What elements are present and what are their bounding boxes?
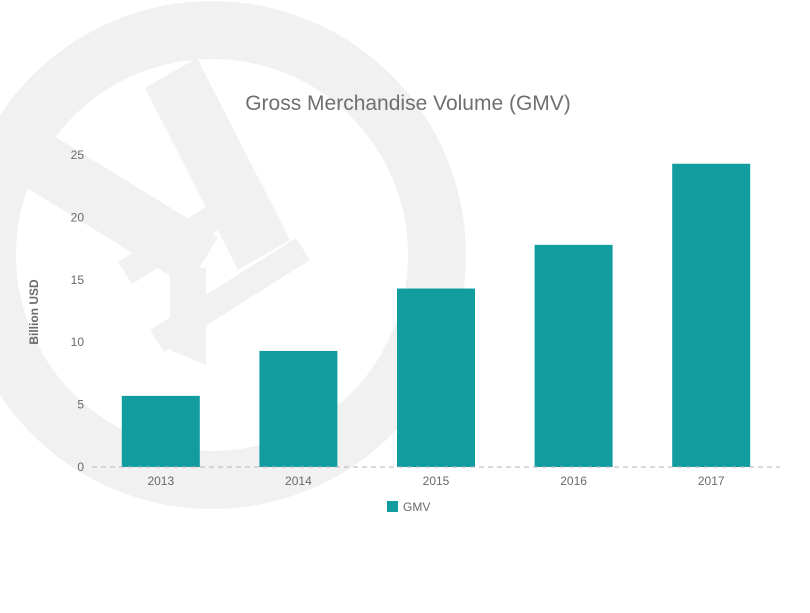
- yen-icon: [0, 1, 466, 509]
- bar-2016: [534, 244, 613, 467]
- y-tick-label: 10: [71, 335, 85, 349]
- x-tick-label: 2013: [147, 474, 174, 488]
- y-axis-ticks: 0 5 10 15 20 25: [71, 148, 85, 474]
- x-tick-label: 2016: [560, 474, 587, 488]
- legend-swatch: [387, 501, 398, 512]
- y-tick-label: 25: [71, 148, 85, 162]
- bar-2015: [397, 288, 475, 467]
- x-tick-label: 2014: [285, 474, 312, 488]
- bar-2013: [121, 395, 200, 467]
- chart-title: Gross Merchandise Volume (GMV): [245, 92, 571, 115]
- legend-label: GMV: [403, 500, 430, 514]
- bars: [121, 163, 751, 467]
- y-tick-label: 15: [71, 273, 85, 287]
- x-tick-label: 2015: [423, 474, 450, 488]
- y-tick-label: 20: [71, 210, 85, 224]
- bar-2014: [259, 350, 338, 467]
- x-tick-label: 2017: [698, 474, 725, 488]
- bar-2017: [672, 163, 751, 467]
- y-tick-label: 5: [77, 398, 84, 412]
- y-tick-label: 0: [77, 460, 84, 474]
- y-axis-label: Billion USD: [27, 279, 41, 345]
- legend: GMV: [387, 500, 430, 514]
- x-axis-ticks: 2013 2014 2015 2016 2017: [147, 474, 724, 488]
